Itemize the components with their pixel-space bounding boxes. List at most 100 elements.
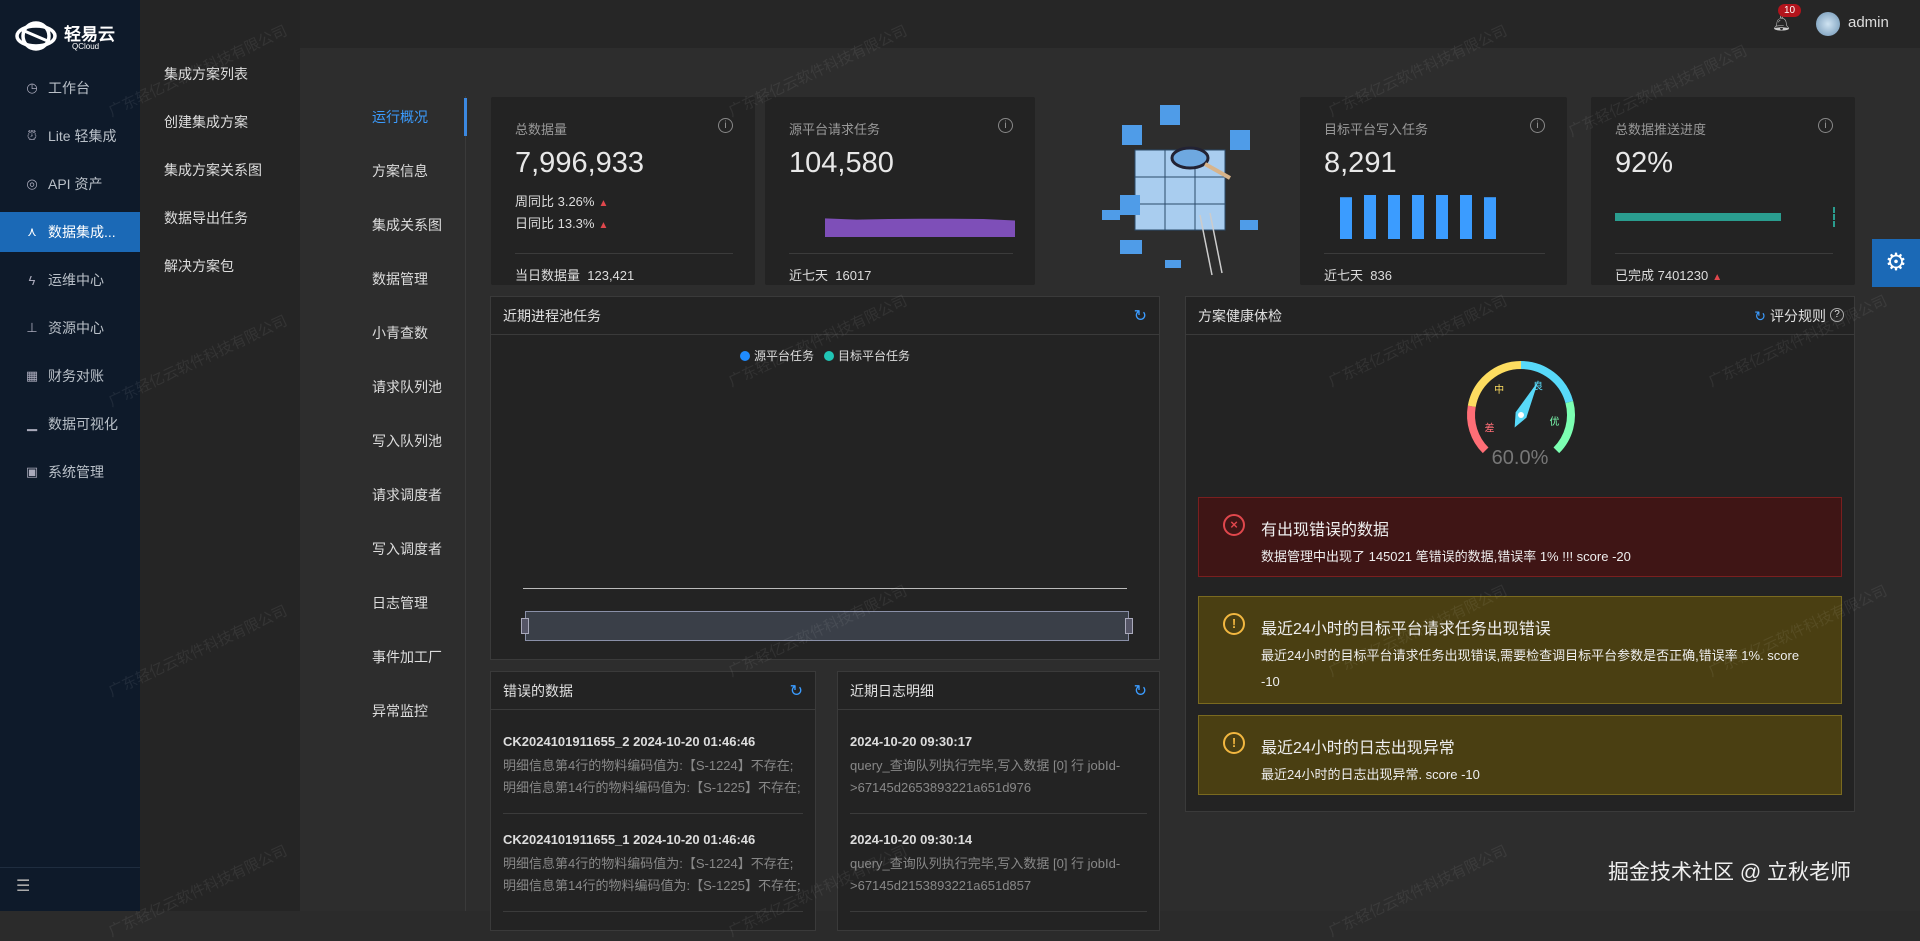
info-icon[interactable]: i <box>1818 118 1833 133</box>
tab-item-active[interactable]: 运行概况 <box>372 109 428 125</box>
card-title: 总数据量 <box>515 122 568 137</box>
gauge-pointer <box>1514 381 1539 428</box>
help-icon[interactable]: ? <box>1830 308 1844 322</box>
sidebar-item-5[interactable]: ⊥ 资源中心 <box>0 308 140 348</box>
bell-icon[interactable]: 🔔︎ <box>1772 15 1792 32</box>
sidebar-item-3[interactable]: ⋏ 数据集成... <box>0 212 140 252</box>
brand-name: 轻易云 <box>64 25 115 44</box>
up-arrow-icon: ▲ <box>1712 272 1723 283</box>
datazoom-slider[interactable] <box>521 611 1133 641</box>
tab-item[interactable]: 异常监控 <box>372 703 428 719</box>
gauge-zone <box>1467 361 1522 408</box>
stat-card-target: 目标平台写入任务 i 8,291 近七天 836 <box>1300 97 1567 285</box>
warning-circle-icon: ! <box>1223 613 1245 635</box>
submenu-item[interactable]: 数据导出任务 <box>164 210 248 226</box>
tab-item[interactable]: 方案信息 <box>372 163 428 179</box>
legend-marker <box>824 351 834 361</box>
item-title: 2024-10-20 09:30:17 <box>850 734 973 749</box>
legend-label: 目标平台任务 <box>838 349 911 363</box>
settings-gear-button[interactable]: ⚙ <box>1872 239 1920 287</box>
legend-item-target[interactable]: 目标平台任务 <box>824 347 910 364</box>
alert-error: × 有出现错误的数据 数据管理中出现了 145021 笔错误的数据,错误率 1% !… <box>1198 497 1842 577</box>
refresh-icon[interactable]: ↻ <box>1133 308 1147 325</box>
tab-item[interactable]: 写入队列池 <box>372 433 442 449</box>
list-item[interactable]: 2024-10-20 09:30:17 query_查询队列执行完毕,写入数据 [… <box>850 734 1147 814</box>
network-icon: ⋏ <box>27 224 37 239</box>
sidebar-item-0[interactable]: ◷ 工作台 <box>0 68 140 108</box>
submenu-item[interactable]: 集成方案列表 <box>164 66 248 82</box>
slider-handle-left[interactable] <box>521 618 529 634</box>
alert-title: 最近24小时的日志出现异常 <box>1261 740 1455 757</box>
tab-item[interactable]: 小青查数 <box>372 325 428 341</box>
info-icon[interactable]: i <box>718 118 733 133</box>
clock-icon: ◷ <box>26 80 38 95</box>
brand-sub: QCloud <box>72 42 100 51</box>
refresh-icon[interactable]: ↻ <box>789 683 803 700</box>
sidebar-item-label: 系统管理 <box>48 464 104 480</box>
target-marker <box>1833 207 1835 227</box>
info-icon[interactable]: i <box>1530 118 1545 133</box>
data-cubes-illustration <box>1090 100 1270 280</box>
bar <box>1340 197 1352 239</box>
gauge-pivot <box>1518 412 1524 418</box>
tab-item[interactable]: 数据管理 <box>372 271 428 287</box>
info-icon[interactable]: i <box>998 118 1013 133</box>
tab-item[interactable]: 写入调度者 <box>372 541 442 557</box>
card-title: 源平台请求任务 <box>789 122 881 137</box>
tab-item[interactable]: 事件加工厂 <box>372 649 442 665</box>
list-item[interactable]: CK2024101911655_1 2024-10-20 01:46:46 明细信… <box>503 832 803 912</box>
week-compare: 周同比 3.26% <box>515 194 595 209</box>
bar <box>1460 195 1472 239</box>
sidebar-item-6[interactable]: ▦ 财务对账 <box>0 356 140 396</box>
avatar[interactable] <box>1816 12 1840 36</box>
scoring-rules-link[interactable]: ↻ 评分规则 <box>1754 306 1826 326</box>
collapse-menu-icon[interactable]: ☰ <box>16 878 31 895</box>
logo[interactable]: 轻易云 QCloud <box>14 18 134 54</box>
tab-item[interactable]: 日志管理 <box>372 595 428 611</box>
gauge-zone-label: 中 <box>1494 383 1504 396</box>
alert-desc: 最近24小时的目标平台请求任务出现错误,需要检查调目标平台参数是否正确,错误率 … <box>1261 648 1800 689</box>
warning-circle-icon: ! <box>1223 732 1245 754</box>
error-data-panel: 错误的数据 ↻ CK2024101911655_2 2024-10-20 01:4… <box>490 671 816 931</box>
gauge-zone-label: 优 <box>1549 415 1559 428</box>
progress-value: 92% <box>1615 147 1674 179</box>
submenu-item[interactable]: 解决方案包 <box>164 258 234 274</box>
list-item[interactable]: CK2024101911655_2 2024-10-20 01:46:46 明细信… <box>503 734 803 814</box>
sidebar-item-1[interactable]: ⏰︎ Lite 轻集成 <box>0 116 140 156</box>
sidebar-item-4[interactable]: ϟ 运维中心 <box>0 260 140 300</box>
sidebar-item-label: 数据可视化 <box>48 416 118 432</box>
sidebar-item-2[interactable]: ◎ API 资产 <box>0 164 140 204</box>
sidebar-item-label: Lite 轻集成 <box>48 128 117 144</box>
item-desc: 明细信息第4行的物料编码值为:【S-1224】不存在; 明细信息第14行的物料编… <box>503 856 801 893</box>
apps-icon: ▣ <box>25 464 39 479</box>
card-title: 目标平台写入任务 <box>1324 122 1429 137</box>
alarm-icon: ⏰︎ <box>26 128 38 143</box>
sidebar-item-7[interactable]: ▁ 数据可视化 <box>0 404 140 444</box>
panel-title: 近期日志明细 <box>850 682 934 699</box>
list-item[interactable]: 2024-10-20 09:30:14 query_查询队列执行完毕,写入数据 [… <box>850 832 1147 912</box>
tab-item[interactable]: 集成关系图 <box>372 217 442 233</box>
active-tab-indicator <box>464 98 467 136</box>
gauge-zone <box>1467 405 1489 454</box>
slider-handle-right[interactable] <box>1125 618 1133 634</box>
sparkline-area <box>825 218 1015 237</box>
tab-item[interactable]: 请求队列池 <box>372 379 442 395</box>
username[interactable]: admin <box>1848 14 1889 31</box>
sidebar-item-8[interactable]: ▣ 系统管理 <box>0 452 140 492</box>
foot-value: 16017 <box>835 268 872 283</box>
sidebar-item-label: 财务对账 <box>48 368 104 384</box>
divider <box>515 253 733 254</box>
submenu-item[interactable]: 创建集成方案 <box>164 114 248 130</box>
gauge-zone-label: 差 <box>1484 422 1494 435</box>
submenu-item[interactable]: 集成方案关系图 <box>164 162 262 178</box>
tab-item[interactable]: 请求调度者 <box>372 487 442 503</box>
gauge-zone <box>1520 361 1574 404</box>
refresh-icon[interactable]: ↻ <box>1133 683 1147 700</box>
up-arrow-icon: ▲ <box>598 198 609 209</box>
target-value: 8,291 <box>1324 147 1397 179</box>
x-axis <box>523 588 1127 589</box>
legend-item-source[interactable]: 源平台任务 <box>739 347 814 364</box>
divider <box>789 253 1013 254</box>
item-desc: query_查询队列执行完毕,写入数据 [0] 行 jobId->67145d2… <box>850 758 1121 795</box>
panel-title: 错误的数据 <box>503 682 573 699</box>
